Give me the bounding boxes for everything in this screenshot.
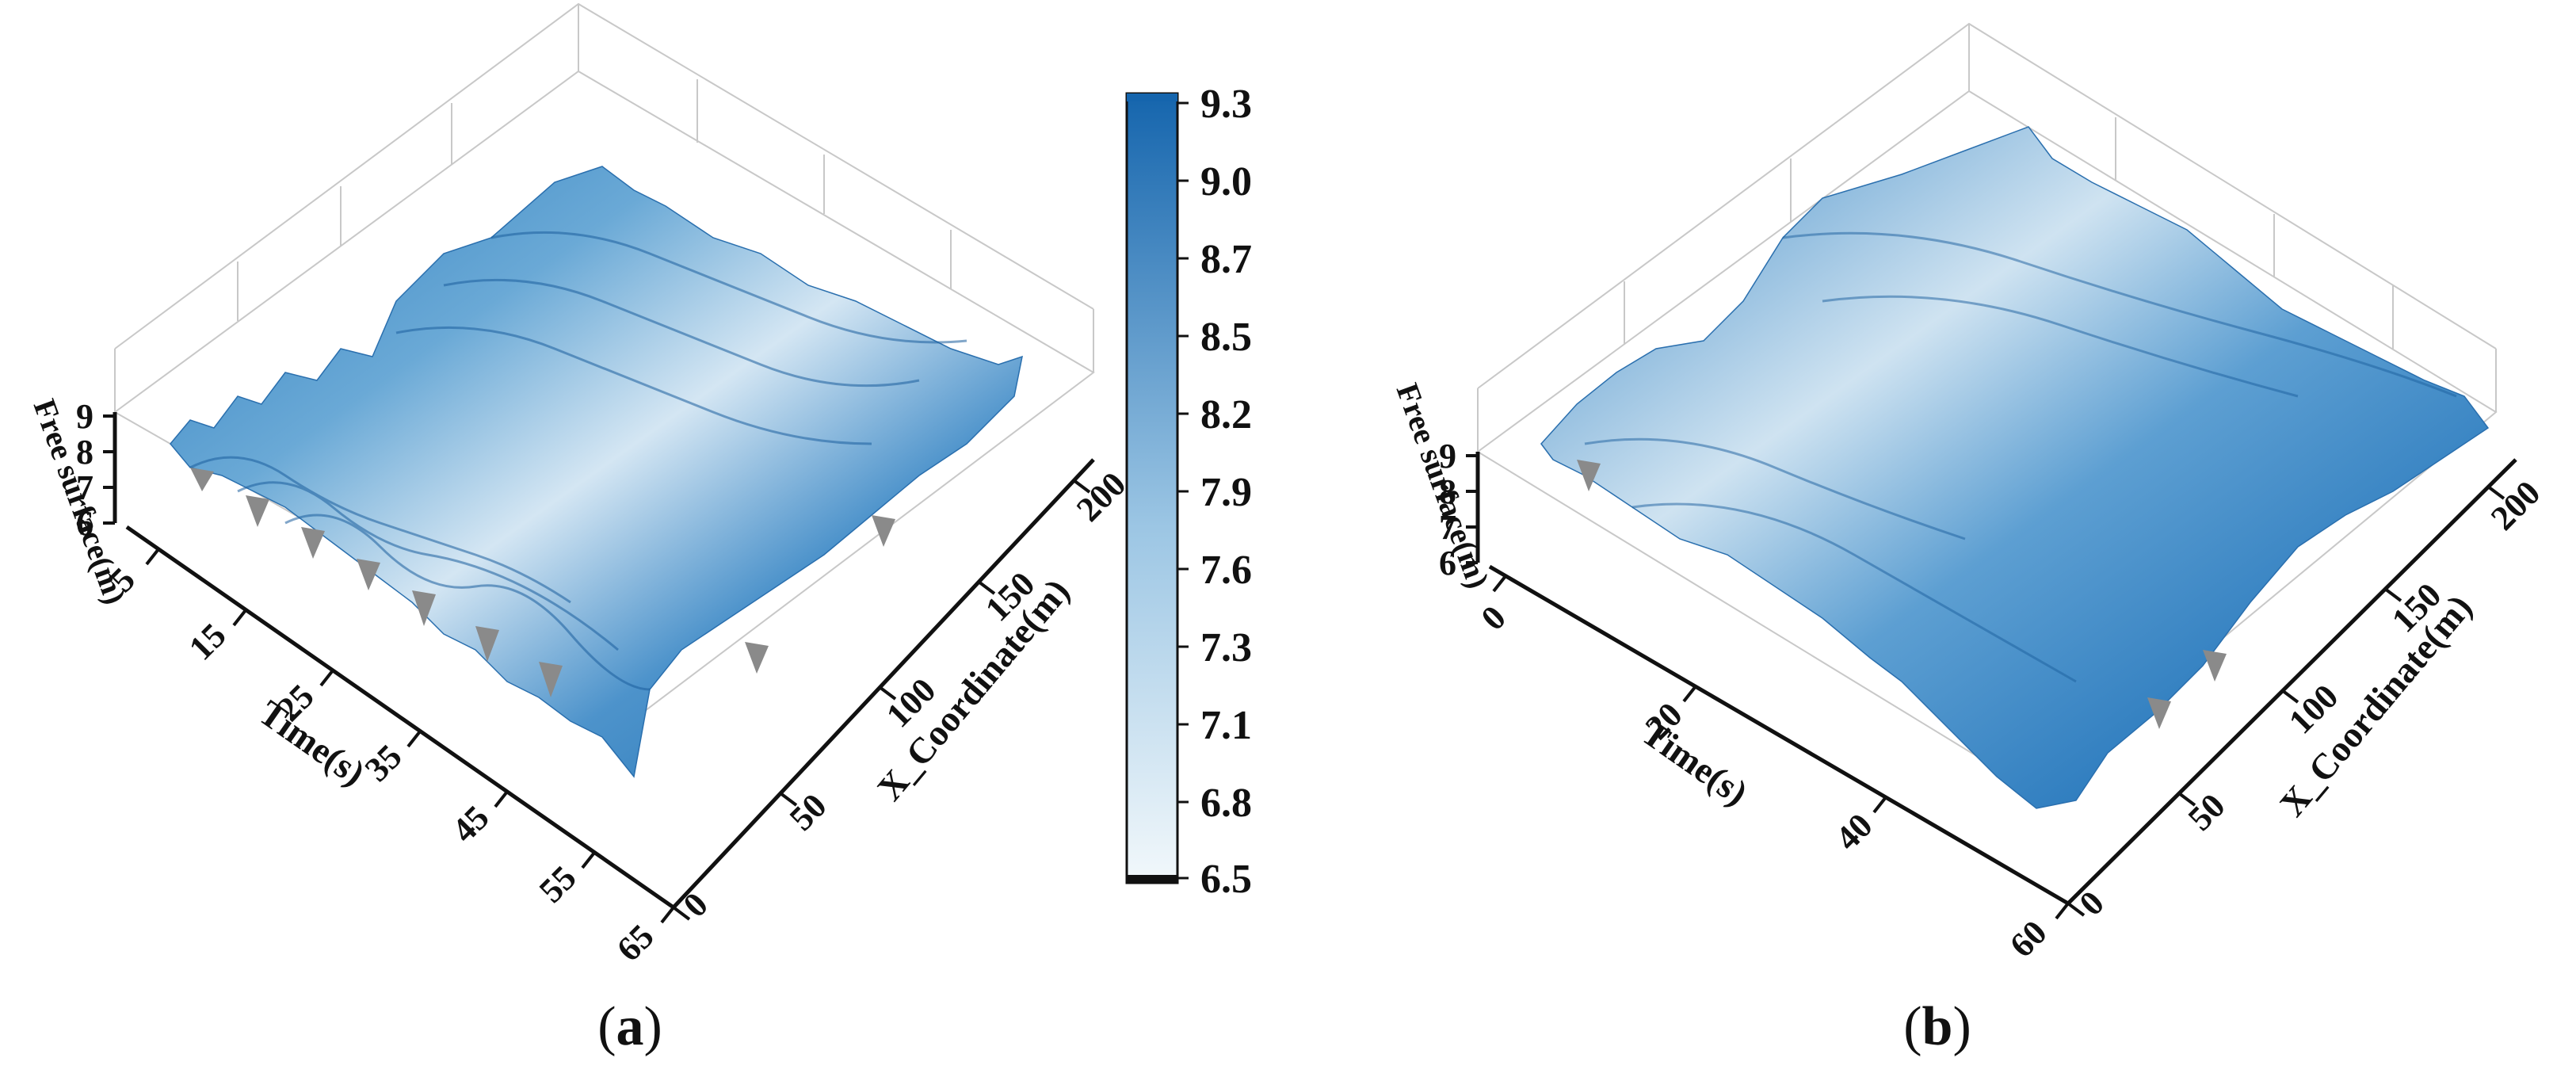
- colorbar-tick-9-3: 9.3: [1200, 82, 1252, 127]
- panel-a-ytick-15: 15: [181, 616, 234, 668]
- panel-b-ztick-8: 8: [1439, 472, 1456, 511]
- panel-a-ytick-55: 55: [532, 858, 584, 911]
- panel-b-xtick-50: 50: [2181, 786, 2233, 838]
- panel-a-ztick-7: 7: [76, 468, 93, 507]
- panel-a-ticks: [103, 414, 1091, 924]
- panel-b-axes: [1475, 452, 2517, 906]
- panel-b-label: (b): [1903, 996, 1971, 1057]
- colorbar-tick-8-7: 8.7: [1200, 237, 1252, 282]
- panel-b-xtick-0: 0: [2072, 884, 2112, 923]
- panel-a-ytick-45: 45: [445, 798, 497, 850]
- colorbar-tick-8-2: 8.2: [1200, 392, 1252, 437]
- panel-a-chart: 9 8 7 6 Free surface(m) 5 15 25 35 45 55…: [27, 2, 1133, 1057]
- panel-b-ztick-6: 6: [1439, 544, 1456, 582]
- panel-a-ytick-65: 65: [609, 917, 662, 969]
- panel-b-ytick-0: 0: [1474, 598, 1513, 638]
- panel-b-ytick-60: 60: [2002, 913, 2055, 965]
- colorbar-tick-7-6: 7.6: [1200, 548, 1252, 593]
- panel-b-chart: 9 8 7 6 Free surface(m) 0 20 40 60 Time(…: [1390, 22, 2547, 1057]
- colorbar-tick-9-0: 9.0: [1200, 159, 1252, 204]
- colorbar-tick-8-5: 8.5: [1200, 315, 1252, 360]
- panel-a-ztick-9: 9: [76, 397, 93, 436]
- colorbar-top-cap: [1127, 94, 1177, 101]
- panel-a-axes: [113, 412, 1095, 910]
- colorbar-tick-6-5: 6.5: [1200, 857, 1252, 902]
- panel-b-ytick-40: 40: [1828, 806, 1880, 858]
- panel-a-ztick-6: 6: [76, 504, 93, 543]
- panel-b-grid-box: [1476, 22, 2498, 794]
- panel-b-ztick-7: 7: [1439, 508, 1456, 547]
- colorbar-bottom-cap: [1127, 875, 1177, 883]
- colorbar-tick-7-9: 7.9: [1200, 470, 1252, 515]
- colorbar: 9.3 9.0 8.7 8.5 8.2 7.9 7.6 7.3 7.1 6.8 …: [1125, 82, 1252, 902]
- colorbar-tick-7-3: 7.3: [1200, 625, 1252, 670]
- panel-b-yaxis-title: Time(s): [1635, 712, 1755, 813]
- panel-a-surface: [170, 166, 1023, 778]
- panel-a-xtick-50: 50: [782, 786, 834, 838]
- colorbar-gradient: [1125, 92, 1179, 884]
- panel-b-ztick-9: 9: [1439, 437, 1456, 475]
- panel-a-label: (a): [597, 996, 662, 1057]
- panel-a-ztick-8: 8: [76, 433, 93, 472]
- colorbar-tick-6-8: 6.8: [1200, 781, 1252, 826]
- panel-b-ticks: [1466, 454, 2505, 920]
- panel-b-surface: [1540, 126, 2490, 809]
- panel-a-xtick-0: 0: [676, 885, 716, 925]
- colorbar-tick-7-1: 7.1: [1200, 703, 1252, 748]
